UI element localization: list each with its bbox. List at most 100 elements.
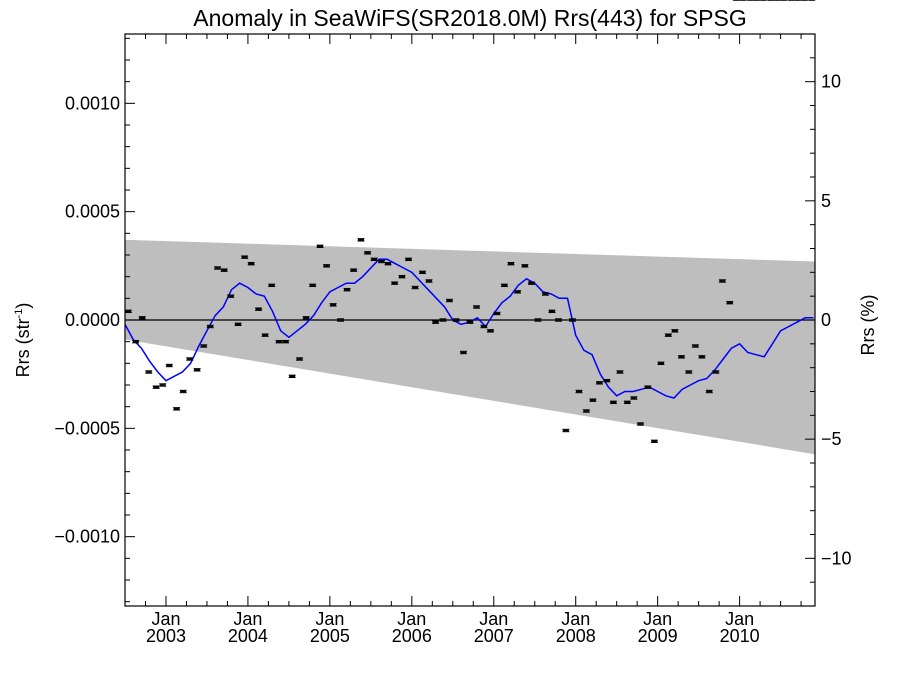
data-point (398, 274, 406, 279)
data-point (337, 318, 345, 322)
data-point (548, 309, 556, 314)
right-y-axis: 10 5 0 −5 −10 (805, 33, 852, 607)
data-point (575, 389, 583, 394)
data-point (357, 238, 365, 242)
chart-title: Anomaly in SeaWiFS(SR2018.0M) Rrs(443) f… (193, 5, 746, 31)
data-point (486, 329, 494, 333)
data-point (193, 368, 201, 372)
data-point (562, 428, 570, 433)
data-point (480, 324, 488, 329)
data-point (459, 350, 467, 355)
data-point (636, 422, 644, 426)
data-point (514, 290, 522, 294)
y2-tick-label: 5 (821, 191, 831, 211)
y-axis-label-main: Rrs (str (13, 318, 33, 377)
data-point (623, 400, 631, 405)
data-point (425, 279, 433, 283)
x-tick-label-month: Jan (479, 609, 508, 629)
data-point (446, 298, 454, 303)
x-tick-label-year: 2003 (146, 626, 186, 646)
y2-tick-label: 0 (821, 310, 831, 330)
data-point (173, 407, 181, 411)
data-point (685, 370, 693, 374)
confidence-envelope (125, 239, 815, 455)
x-tick-label-year: 2010 (720, 626, 760, 646)
data-point (323, 264, 331, 268)
data-point (329, 303, 337, 307)
y-axis-label-tail: ) (13, 303, 33, 309)
data-point (268, 283, 276, 288)
data-point (241, 255, 249, 259)
data-point (364, 251, 372, 255)
data-point (200, 344, 208, 348)
data-point (343, 287, 351, 292)
data-point (418, 270, 426, 275)
data-point (261, 333, 269, 337)
data-point (521, 264, 529, 268)
y-axis-label: Rrs (str-1) (13, 303, 33, 378)
plot-area (124, 0, 816, 607)
y-tick-label: 0.0010 (65, 93, 120, 113)
data-point (595, 381, 603, 385)
data-point (657, 361, 665, 366)
data-point (124, 309, 132, 314)
data-point (296, 357, 304, 361)
y-tick-label: 0.0005 (65, 202, 120, 222)
y-axis-label-superscript: -1 (13, 309, 25, 319)
data-point (603, 378, 611, 383)
data-point (309, 283, 317, 288)
left-y-axis: 0.0010 0.0005 0.0000 −0.0005 −0.0010 (54, 37, 135, 603)
data-point (152, 385, 160, 389)
data-point (671, 329, 679, 333)
data-point (527, 281, 535, 285)
data-point (432, 320, 440, 324)
data-point (507, 261, 515, 266)
data-point (726, 300, 734, 305)
data-point (138, 316, 146, 320)
data-point (186, 357, 194, 361)
data-point (316, 244, 324, 249)
data-point (630, 396, 638, 400)
data-point (466, 320, 474, 324)
data-points (124, 0, 816, 444)
data-point (288, 374, 296, 379)
data-point (698, 355, 706, 359)
data-point (568, 318, 576, 322)
y2-tick-label: −5 (821, 429, 842, 449)
x-tick-label-year: 2005 (310, 626, 350, 646)
data-point (705, 389, 713, 394)
x-tick-label-month: Jan (643, 609, 672, 629)
data-point (377, 259, 385, 264)
data-point (247, 261, 255, 266)
data-point (534, 318, 542, 322)
data-point (145, 370, 153, 374)
data-point (206, 324, 214, 329)
data-point (220, 268, 228, 272)
data-point (214, 266, 222, 270)
data-point (493, 311, 501, 316)
data-point (473, 305, 481, 309)
x-tick-label-month: Jan (561, 609, 590, 629)
data-point (555, 318, 563, 322)
data-point (609, 400, 617, 405)
data-point (650, 439, 658, 444)
x-axis: Jan2003Jan2004Jan2005Jan2006Jan2007Jan20… (124, 34, 802, 646)
x-tick-label-year: 2009 (638, 626, 678, 646)
y2-tick-label: −10 (821, 548, 852, 568)
x-tick-label-year: 2004 (228, 626, 268, 646)
data-point (452, 318, 460, 322)
data-point (179, 389, 187, 394)
data-point (541, 292, 549, 296)
data-point (350, 268, 358, 272)
data-point (234, 322, 242, 327)
data-point (132, 339, 140, 344)
x-tick-label-year: 2007 (474, 626, 514, 646)
data-point (718, 279, 726, 283)
x-tick-label-year: 2008 (556, 626, 596, 646)
data-point (255, 307, 263, 311)
data-point (391, 281, 399, 285)
data-point (227, 294, 235, 298)
x-tick-label-year: 2006 (392, 626, 432, 646)
y2-axis-label: Rrs (%) (858, 295, 878, 356)
data-point (616, 370, 624, 374)
